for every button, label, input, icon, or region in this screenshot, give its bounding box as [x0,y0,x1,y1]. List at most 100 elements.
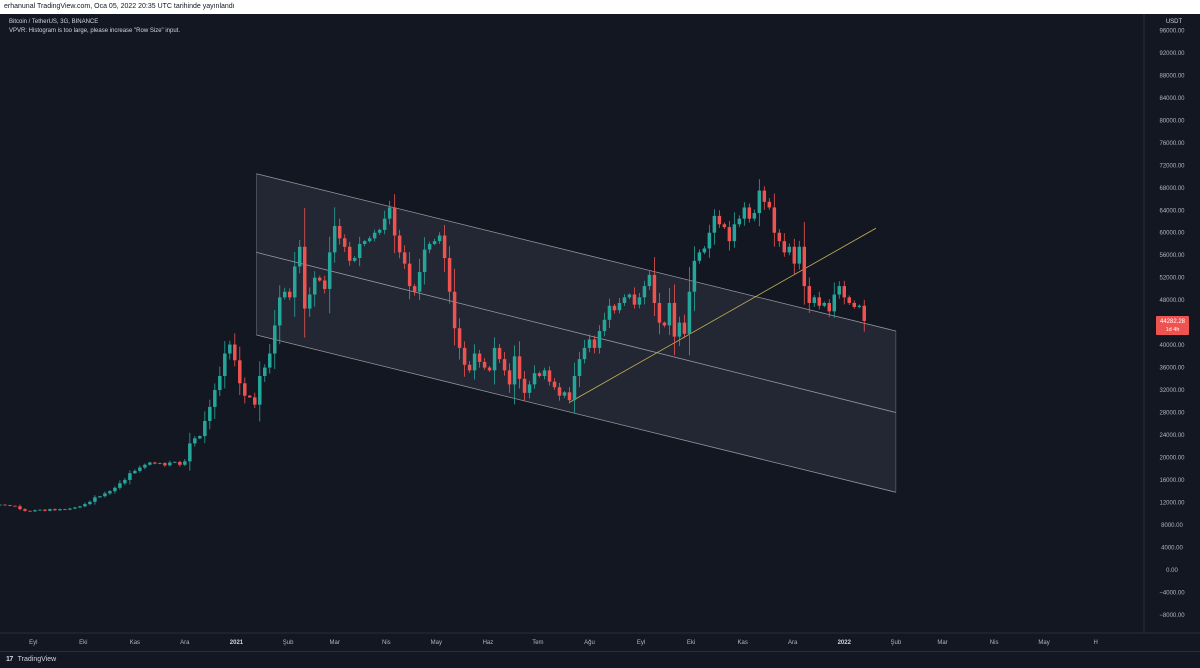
candle [73,506,77,510]
candle [642,280,647,305]
currency-label: USDT [1166,19,1183,25]
candle-body [762,190,767,202]
candle-body [392,207,397,236]
price-tick-label: −8000.00 [1159,613,1185,619]
candle [472,344,477,380]
candle-body [367,238,372,242]
candle-body [747,207,752,219]
time-tick-label: Nis [990,640,999,646]
candle-body [253,397,257,405]
candle [682,314,687,339]
candle [238,346,242,396]
time-tick-label: Şub [283,640,294,646]
candle [687,266,692,356]
candle-body [28,510,32,512]
candle [502,352,507,376]
candle-body [572,375,577,401]
candle-body [302,246,307,309]
candle [248,395,252,398]
candle-body [682,322,687,334]
candle [213,383,217,419]
candle [492,337,497,385]
candle [0,504,2,506]
candle [847,295,852,305]
candle [662,321,667,328]
candle-body [462,347,467,365]
candle-body [577,359,582,376]
candle-body [382,218,387,230]
candle-body [772,207,777,233]
candle-body [78,506,82,508]
candle [592,335,597,354]
time-tick-label: Nis [382,640,391,646]
candle [747,203,752,223]
candle-body [263,367,267,376]
candle-body [23,509,27,511]
price-tick-label: 28000.00 [1159,411,1185,417]
candle-body [787,246,792,253]
candle [223,341,227,389]
candle [567,387,572,404]
symbol-line: Bitcoin / TetherUS, 3G, BINANCE [9,19,99,25]
candle-body [452,291,457,329]
candle-body [273,325,277,354]
candle-body [607,305,612,320]
candle [317,275,322,282]
candle [18,504,22,511]
candle [552,378,557,390]
candle [827,299,832,318]
candle [307,287,312,317]
candle [327,236,332,314]
candle-body [497,347,502,360]
footer-brand[interactable]: TradingView [17,656,57,663]
candle [517,341,522,389]
candle [637,293,642,309]
candle-body [592,339,597,348]
price-tick-label: 0.00 [1166,568,1178,574]
candle [762,186,767,210]
candle-body [707,232,712,249]
candle [822,301,827,308]
candle-body [662,322,667,326]
candle [737,215,742,228]
candle [362,239,367,247]
candle [128,470,132,485]
candle [752,209,757,222]
candle-body [542,370,547,376]
candle [842,280,847,305]
candle [123,478,127,486]
candle-body [387,207,392,219]
candle-body [822,302,827,306]
candle-body [178,461,182,465]
candle-body [447,258,452,292]
candle [53,508,57,511]
candle [118,480,122,490]
candle-body [138,467,142,471]
candle-body [357,243,362,259]
candle-body [233,344,237,361]
last-price-countdown: 1d 4h [1166,327,1180,333]
time-tick-label: Tem [532,640,543,646]
candle-body [677,322,682,337]
candle-body [43,509,47,511]
price-chart[interactable]: USDT 96000.00 92000.00 88000.00 84000.00 8000… [0,14,1200,651]
candle-body [782,241,787,253]
candle-body [742,207,747,219]
channel-lower-line [256,334,896,493]
candle [347,241,352,266]
candle-body [153,462,157,464]
candle-body [148,462,152,465]
candle-body [547,370,552,382]
candle-body [672,302,677,337]
candle-body [332,225,337,253]
price-tick-label: 80000.00 [1159,118,1185,124]
candle [23,508,27,512]
candle [407,252,412,300]
candle [218,366,222,397]
candle-body [557,387,562,396]
candle-body [812,297,817,303]
candle-body [712,215,717,233]
candle [777,229,782,247]
candle-body [457,328,462,348]
